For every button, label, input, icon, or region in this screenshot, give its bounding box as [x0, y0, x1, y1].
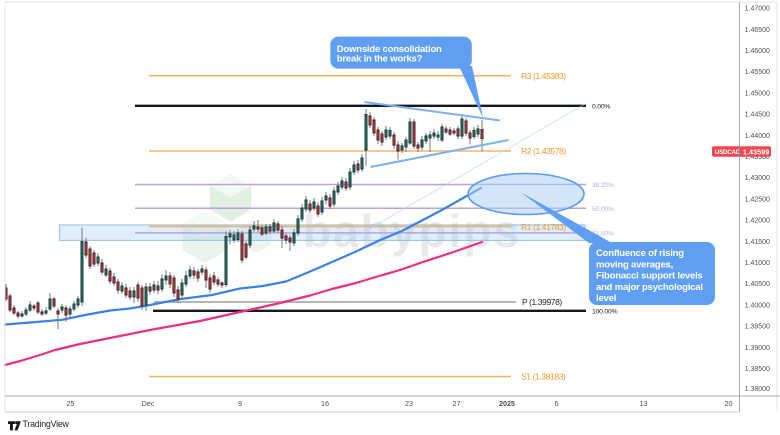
svg-text:25: 25: [67, 399, 75, 408]
svg-text:1.39500: 1.39500: [745, 324, 770, 331]
svg-text:1.46500: 1.46500: [745, 27, 770, 34]
svg-text:0.00%: 0.00%: [592, 103, 610, 110]
svg-text:1.43500: 1.43500: [745, 154, 770, 161]
svg-text:1.44000: 1.44000: [745, 133, 770, 140]
svg-text:R1 (1.41783): R1 (1.41783): [521, 222, 566, 232]
svg-text:23: 23: [405, 399, 413, 408]
svg-text:Dec: Dec: [142, 399, 155, 408]
svg-text:1.42500: 1.42500: [745, 196, 770, 203]
svg-text:61.80%: 61.80%: [592, 231, 614, 238]
svg-text:16: 16: [321, 399, 329, 408]
svg-text:moving averages,: moving averages,: [596, 259, 673, 270]
svg-text:1.38500: 1.38500: [745, 366, 770, 373]
svg-text:S1 (1.38183): S1 (1.38183): [521, 372, 566, 382]
svg-text:Fibonacci support levels: Fibonacci support levels: [596, 271, 703, 282]
svg-text:1.44500: 1.44500: [745, 112, 770, 119]
svg-text:P (1.39978): P (1.39978): [522, 297, 562, 307]
svg-text:TradingView: TradingView: [23, 419, 70, 429]
svg-text:1.40500: 1.40500: [745, 281, 770, 288]
svg-text:1.38000: 1.38000: [745, 386, 770, 393]
svg-text:R3 (1.45383): R3 (1.45383): [521, 71, 566, 81]
svg-text:and major psychological: and major psychological: [596, 282, 703, 293]
svg-text:100.00%: 100.00%: [592, 308, 618, 315]
svg-text:6: 6: [555, 399, 559, 408]
svg-text:Confluence of rising: Confluence of rising: [596, 248, 684, 259]
svg-text:1.43000: 1.43000: [745, 175, 770, 182]
svg-text:38.20%: 38.20%: [592, 182, 614, 189]
svg-text:level: level: [596, 293, 616, 304]
svg-text:1.47000: 1.47000: [745, 6, 770, 13]
svg-text:1.43599: 1.43599: [743, 147, 769, 156]
svg-text:1.41500: 1.41500: [745, 239, 770, 246]
svg-text:R2 (1.43578): R2 (1.43578): [521, 146, 566, 156]
svg-text:1.42000: 1.42000: [745, 218, 770, 225]
svg-text:1.46000: 1.46000: [745, 48, 770, 55]
svg-text:9: 9: [238, 399, 242, 408]
svg-text:2025: 2025: [499, 399, 515, 408]
svg-text:27: 27: [453, 399, 461, 408]
svg-text:50.00%: 50.00%: [592, 206, 614, 213]
svg-text:1.41000: 1.41000: [745, 260, 770, 267]
svg-text:1.40000: 1.40000: [745, 302, 770, 309]
svg-text:13: 13: [640, 399, 648, 408]
svg-text:1.45500: 1.45500: [745, 69, 770, 76]
svg-text:20: 20: [725, 399, 733, 408]
svg-text:1.45000: 1.45000: [745, 90, 770, 97]
svg-text:1.39000: 1.39000: [745, 345, 770, 352]
svg-text:babypips: babypips: [303, 205, 521, 257]
svg-text:Downside consolidation: Downside consolidation: [337, 44, 442, 55]
svg-text:USDCAD: USDCAD: [715, 149, 741, 156]
svg-text:break in the works?: break in the works?: [337, 53, 423, 64]
